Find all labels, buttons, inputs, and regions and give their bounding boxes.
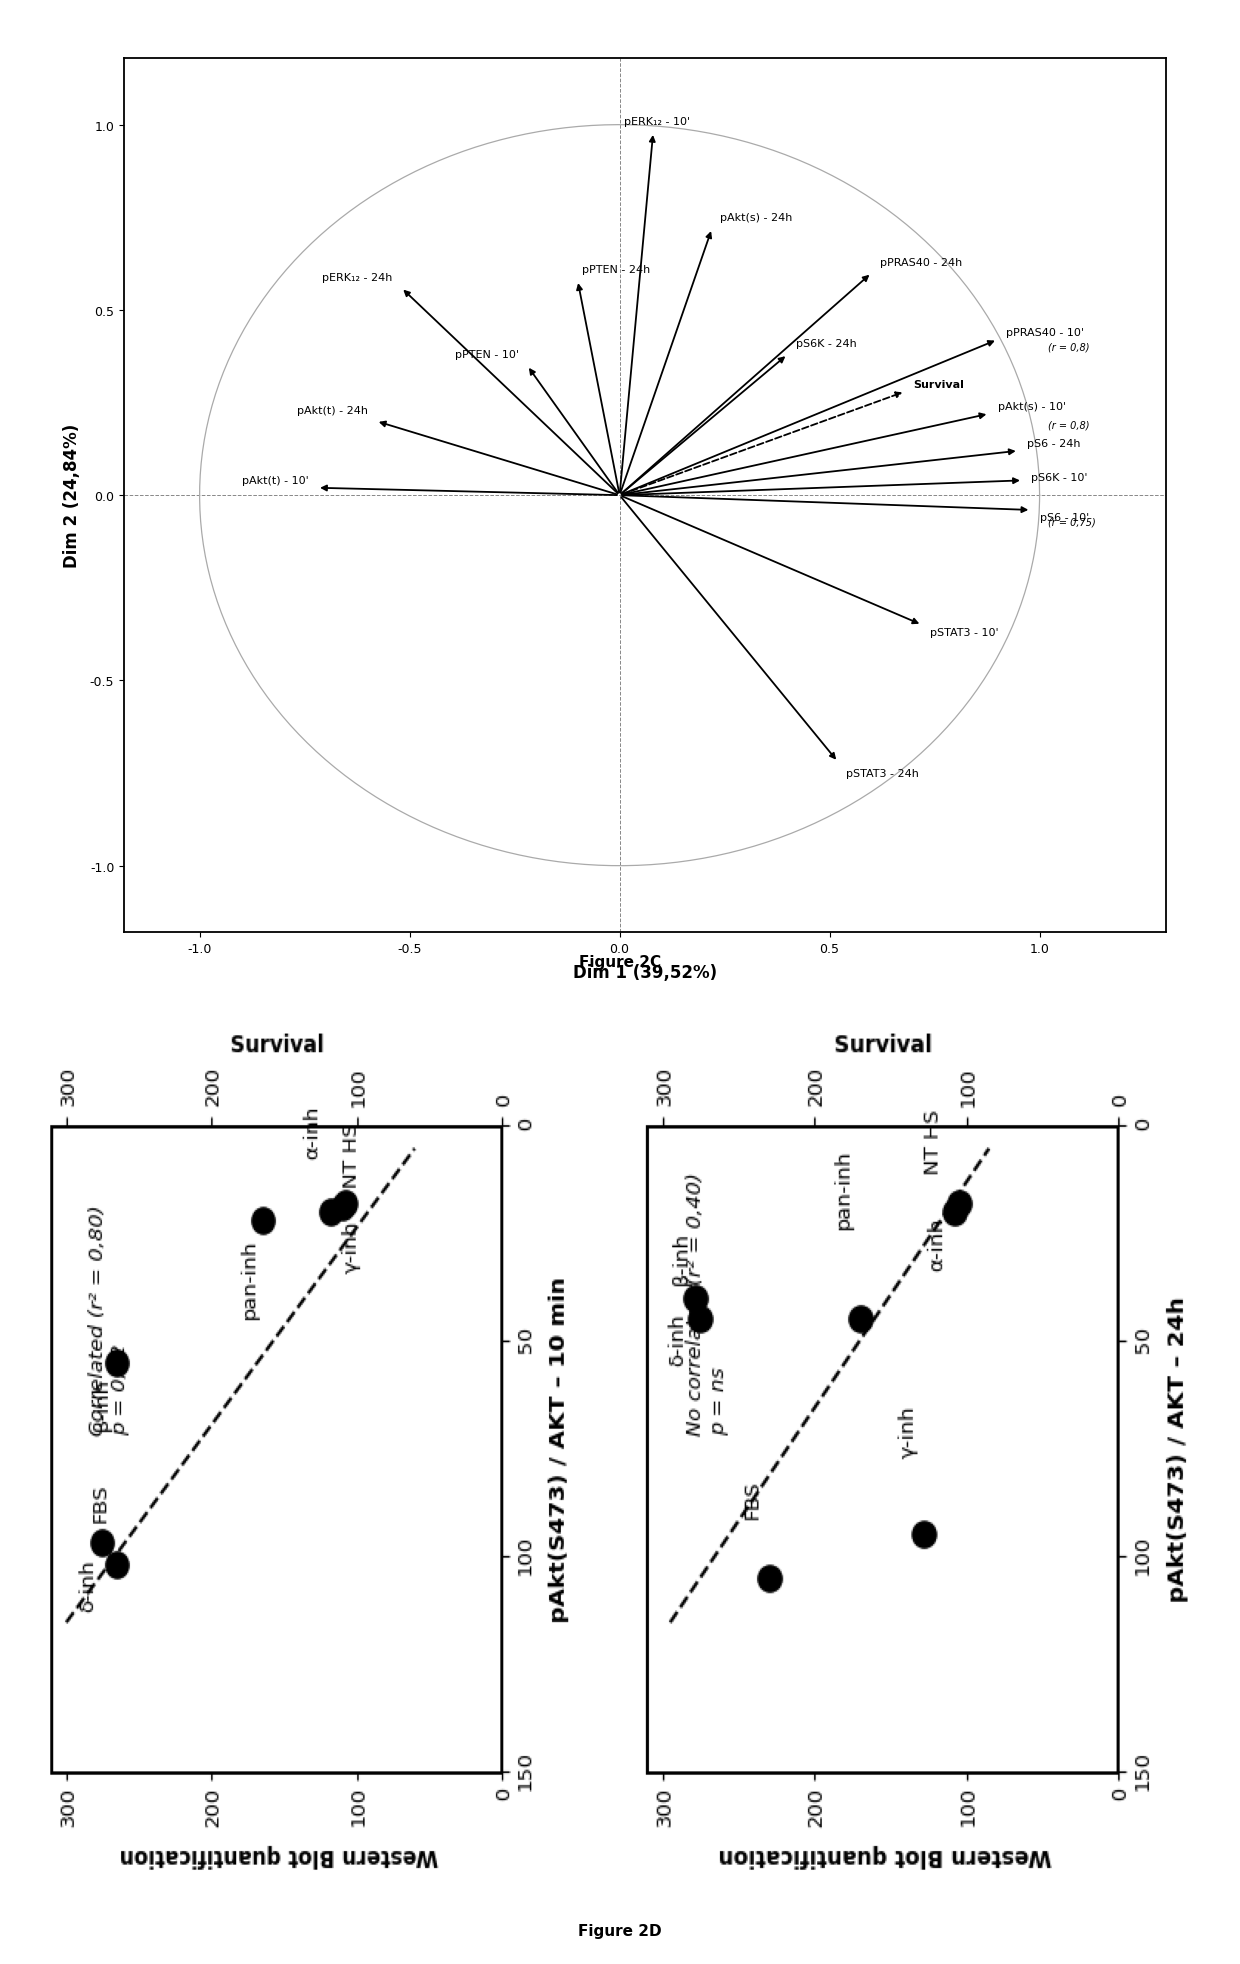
Text: pS6K - 24h: pS6K - 24h bbox=[796, 340, 857, 350]
Text: pAkt(t) - 24h: pAkt(t) - 24h bbox=[296, 407, 367, 416]
Text: pPRAS40 - 24h: pPRAS40 - 24h bbox=[880, 257, 962, 267]
Text: pS6K - 10': pS6K - 10' bbox=[1032, 473, 1087, 483]
Text: Survival: Survival bbox=[914, 379, 965, 389]
Text: (r = 0,8): (r = 0,8) bbox=[1048, 344, 1090, 354]
Text: pS6 - 24h: pS6 - 24h bbox=[1027, 440, 1080, 450]
Text: (r = 0,75): (r = 0,75) bbox=[1048, 517, 1096, 526]
Text: pAkt(t) - 10': pAkt(t) - 10' bbox=[242, 475, 309, 487]
Text: pS6 - 10': pS6 - 10' bbox=[1039, 513, 1089, 522]
Text: pERK₁₂ - 24h: pERK₁₂ - 24h bbox=[322, 273, 393, 283]
Text: pAkt(s) - 10': pAkt(s) - 10' bbox=[998, 403, 1065, 412]
Text: pERK₁₂ - 10': pERK₁₂ - 10' bbox=[624, 118, 691, 128]
Text: pPRAS40 - 10': pPRAS40 - 10' bbox=[1006, 328, 1084, 338]
Text: pAkt(s) - 24h: pAkt(s) - 24h bbox=[720, 214, 792, 224]
Text: pPTEN - 10': pPTEN - 10' bbox=[455, 350, 518, 359]
Text: (r = 0,8): (r = 0,8) bbox=[1048, 420, 1090, 430]
Text: Figure 2D: Figure 2D bbox=[578, 1923, 662, 1938]
Text: Figure 2C: Figure 2C bbox=[579, 955, 661, 970]
Text: pPTEN - 24h: pPTEN - 24h bbox=[582, 265, 650, 275]
Text: pSTAT3 - 24h: pSTAT3 - 24h bbox=[847, 768, 919, 778]
Y-axis label: Dim 2 (24,84%): Dim 2 (24,84%) bbox=[63, 424, 82, 568]
X-axis label: Dim 1 (39,52%): Dim 1 (39,52%) bbox=[573, 964, 717, 982]
Text: pSTAT3 - 10': pSTAT3 - 10' bbox=[930, 628, 999, 638]
